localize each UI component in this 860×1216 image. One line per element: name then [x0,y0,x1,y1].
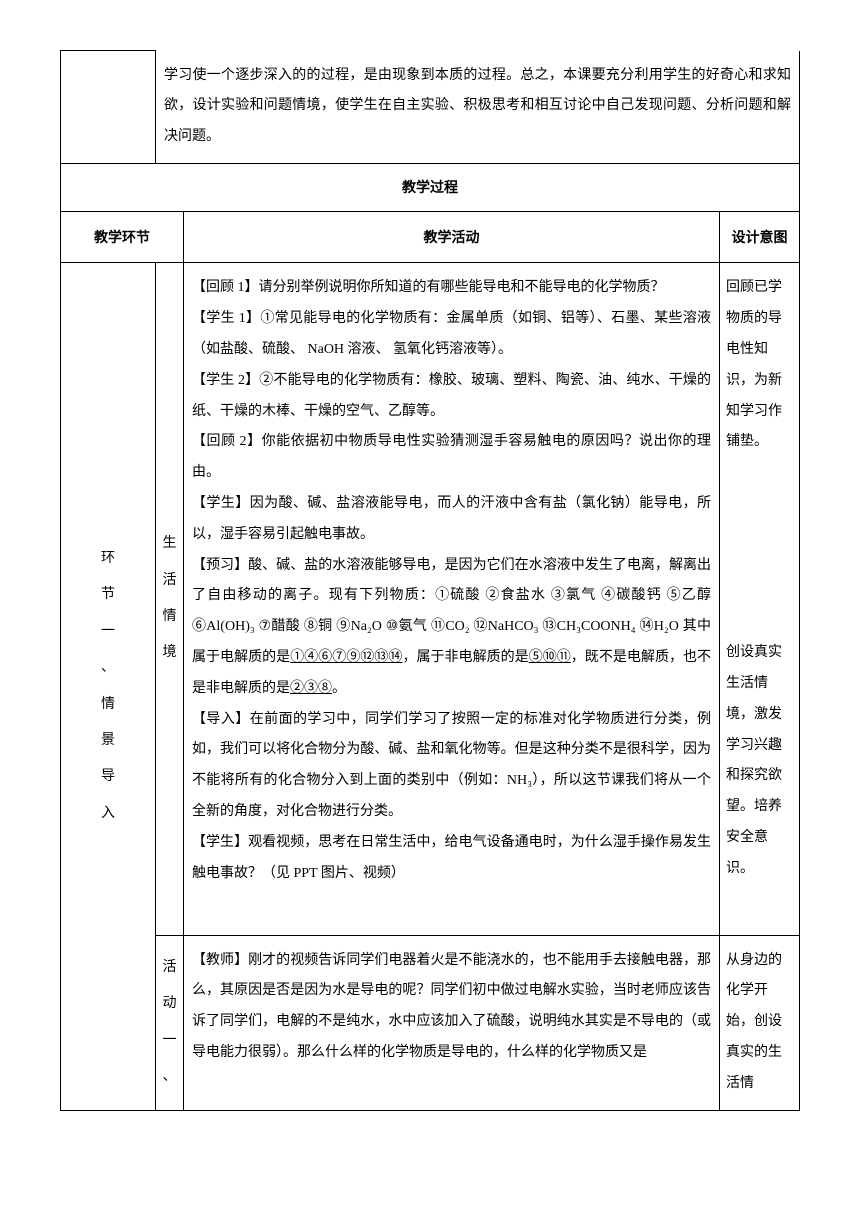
stage-inner-label-1: 生活情境 [156,263,184,935]
intro-text: 学习使一个逐步深入的的过程，是由现象到本质的过程。总之，本课要充分利用学生的好奇… [156,51,800,164]
intent-block-1: 回顾已学物质的导电性知识，为新知学习作铺垫。 [726,273,793,458]
stage1-activity-content: 【回顾 1】请分别举例说明你所知道的有哪些能导电和不能导电的化学物质？ 【学生 … [184,263,720,935]
stage-inner-label-2: 活动一、 [156,935,184,1110]
stage1-design-intent: 回顾已学物质的导电性知识，为新知学习作铺垫。 创设真实生活情境，激发学习兴趣和探… [720,263,800,935]
answer-electrolyte: ①④⑥⑦⑨⑫⑬⑭ [290,650,402,665]
process-section-header: 教学过程 [61,163,800,211]
col-header-stage: 教学环节 [61,211,184,263]
student4: 【学生】观看视频，思考在日常生活中，给电气设备通电时，为什么湿手操作易发生触电事… [192,835,711,881]
intent-block-2: 创设真实生活情境，激发学习兴趣和探究欲望。培养安全意识。 [726,638,793,884]
stage2-activity-content: 【教师】刚才的视频告诉同学们电器着火是不能浇水的，也不能用手去接触电器，那么，其… [184,935,720,1110]
intro-lead: 【导入】在前面的学习中，同学们学习了按照一定的标准对化学物质进行分类，例如，我们… [192,712,711,819]
teacher1: 【教师】刚才的视频告诉同学们电器着火是不能浇水的，也不能用手去接触电器，那么，其… [192,953,711,1060]
stage-outer-label: 环节一、情景导入 [61,263,156,1110]
preview: 【预习】酸、碱、盐的水溶液能够导电，是因为它们在水溶液中发生了电离，解离出了自由… [192,558,711,696]
stage-inner-text-2: 活动一、 [163,960,177,1084]
stage-inner-text-1: 生活情境 [163,536,177,660]
blank-header-cell [61,51,156,164]
review1: 【回顾 1】请分别举例说明你所知道的有哪些能导电和不能导电的化学物质？ [192,280,665,295]
student1: 【学生 1】①常见能导电的化学物质有：金属单质（如铜、铝等）、石墨、某些溶液（如… [192,311,711,357]
col-header-intent: 设计意图 [720,211,800,263]
review2: 【回顾 2】你能依据初中物质导电性实验猜测湿手容易触电的原因吗？说出你的理由。 [192,434,711,480]
stage-outer-text: 环节一、情景导入 [101,551,115,821]
answer-nonelectrolyte: ⑤⑩⑪ [529,650,571,665]
col-header-activity: 教学活动 [184,211,720,263]
answer-neither: ②③⑧ [290,681,332,696]
stage2-design-intent: 从身边的化学开始，创设真实的生活情 [720,935,800,1110]
student3: 【学生】因为酸、碱、盐溶液能导电，而人的汗液中含有盐（氯化钠）能导电，所以，湿手… [192,496,711,542]
student2: 【学生 2】②不能导电的化学物质有：橡胶、玻璃、塑料、陶瓷、油、纯水、干燥的纸、… [192,373,711,419]
